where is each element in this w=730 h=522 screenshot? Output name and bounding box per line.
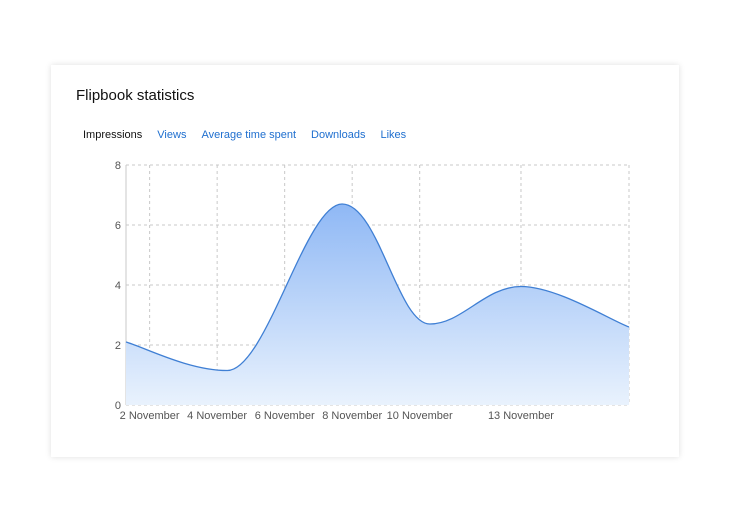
tab-views[interactable]: Views: [157, 129, 187, 141]
y-tick-label-0: 0: [115, 400, 121, 412]
y-tick-label-8: 8: [115, 160, 121, 172]
tab-average-time-spent[interactable]: Average time spent: [201, 129, 297, 141]
x-tick-label-6: 6 November: [255, 410, 315, 422]
x-tick-label-13: 13 November: [488, 410, 554, 422]
y-tick-label-4: 4: [115, 280, 121, 292]
impressions-area: [126, 204, 629, 405]
metric-tabs: Impressions Views Average time spent Dow…: [83, 129, 406, 141]
x-tick-label-10: 10 November: [387, 410, 453, 422]
y-tick-label-6: 6: [115, 220, 121, 232]
y-axis-tick-labels: 0 2 4 6 8: [115, 160, 121, 412]
x-tick-label-4: 4 November: [187, 410, 247, 422]
tab-likes[interactable]: Likes: [380, 129, 407, 141]
tab-downloads[interactable]: Downloads: [311, 129, 366, 141]
x-tick-label-8: 8 November: [322, 410, 382, 422]
x-tick-label-2: 2 November: [120, 410, 180, 422]
x-axis-tick-labels: 2 November 4 November 6 November 8 November…: [120, 410, 555, 422]
tab-impressions[interactable]: Impressions: [83, 129, 143, 141]
card-title: Flipbook statistics: [76, 87, 195, 104]
impressions-series-line: [125, 203, 630, 372]
y-tick-label-2: 2: [115, 340, 121, 352]
